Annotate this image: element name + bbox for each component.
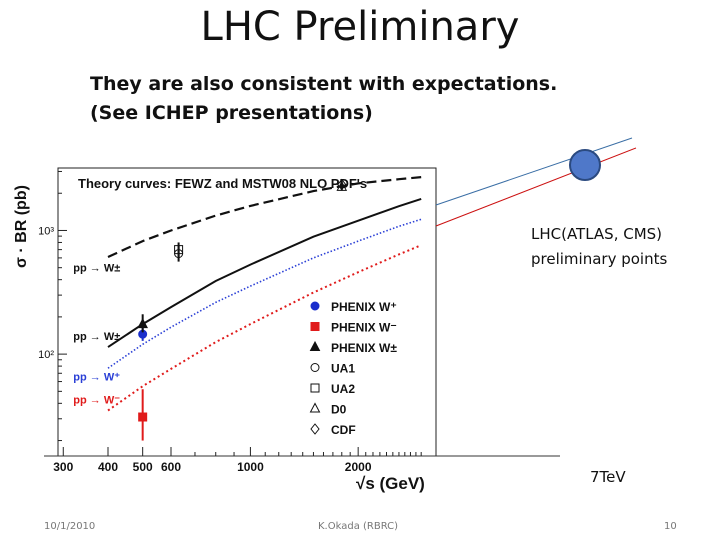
legend-entry-ua1-label: UA1: [331, 362, 355, 376]
x-tick-label: 500: [133, 460, 153, 474]
energy-annotation: 7TeV: [590, 468, 626, 486]
y-axis-label: σ · BR (pb): [13, 185, 30, 268]
legend-entry-phenix-w-marker: [310, 301, 320, 311]
legend-entry-phenix-w-label: PHENIX W±: [331, 341, 397, 355]
legend-entry-ua2-label: UA2: [331, 382, 355, 396]
axes-layer: 300 400 500 600 1000 2000 10³ 10²: [38, 170, 560, 474]
curve-label-wminus: pp → W⁻: [73, 394, 120, 406]
lhc-extrapolation-layer: [435, 137, 637, 227]
y-tick-label: 10²: [38, 349, 54, 361]
legend-entry-ua2-marker: [310, 383, 320, 393]
legend-entry-phenix-w-marker: [309, 340, 321, 351]
series-layer: [107, 176, 422, 412]
theory-curve-wpm: [107, 176, 422, 259]
footer-date: 10/1/2010: [44, 521, 96, 532]
subtitle-line-1: They are also consistent with expectatio…: [90, 73, 558, 95]
slide-subtitle: They are also consistent with expectatio…: [90, 70, 557, 128]
x-axis-label: √s (GeV): [356, 474, 425, 493]
theory-curve-wminus: [107, 244, 422, 412]
slide-title: LHC Preliminary: [200, 4, 520, 50]
data-point-phenix-w: [138, 412, 148, 422]
footer-page-number: 10: [664, 521, 677, 532]
lhc-annotation: LHC(ATLAS, CMS) preliminary points: [531, 222, 667, 272]
x-tick-label: 2000: [345, 460, 372, 474]
curve-label-wplus: pp → W⁺: [73, 371, 120, 383]
legend-entry-cdf-marker: [310, 423, 320, 435]
legend-entry-phenix-w-label: PHENIX W⁺: [331, 300, 397, 314]
curve-label-w: pp → W±: [73, 331, 120, 343]
y-tick-label: 10³: [38, 225, 54, 237]
legend-entry-d0-label: D0: [331, 403, 347, 417]
data-point-phenix-w: [137, 317, 149, 329]
footer-author: K.Okada (RBRC): [318, 521, 399, 532]
legend-entry-d0-marker: [309, 402, 321, 413]
theory-curve-wplus: [107, 218, 422, 369]
x-tick-label: 600: [161, 460, 181, 474]
legend: PHENIX W⁺ PHENIX W⁻ PHENIX W± UA1 UA2 D0 CDF: [309, 300, 397, 437]
legend-entry-phenix-w-label: PHENIX W⁻: [331, 321, 397, 335]
lhc-annotation-line-2: preliminary points: [531, 250, 668, 268]
x-tick-label: 400: [98, 460, 118, 474]
x-tick-label: 300: [53, 460, 73, 474]
lhc-point-marker: [569, 149, 601, 181]
subtitle-line-2: (See ICHEP presentations): [90, 102, 373, 124]
x-tick-label: 1000: [237, 460, 264, 474]
curve-label-wpm: pp → W±: [73, 263, 120, 275]
theory-curve-w: [107, 197, 422, 348]
legend-entry-cdf-label: CDF: [331, 423, 356, 437]
legend-entry-ua1-marker: [310, 363, 320, 372]
lhc-w-minus-extrapolation: [435, 147, 637, 227]
chart-title: Theory curves: FEWZ and MSTW08 NLO PDF's: [78, 176, 367, 191]
data-point-cdf: [337, 178, 347, 191]
lhc-annotation-line-1: LHC(ATLAS, CMS): [531, 225, 663, 243]
legend-entry-phenix-w-marker: [310, 322, 320, 331]
points-layer: [137, 178, 348, 441]
lhc-w-plus-extrapolation: [435, 137, 633, 206]
data-point-ua1: [174, 249, 184, 259]
curve-label-layer: pp → W± pp → W± pp → W⁺ pp → W⁻: [73, 263, 120, 407]
